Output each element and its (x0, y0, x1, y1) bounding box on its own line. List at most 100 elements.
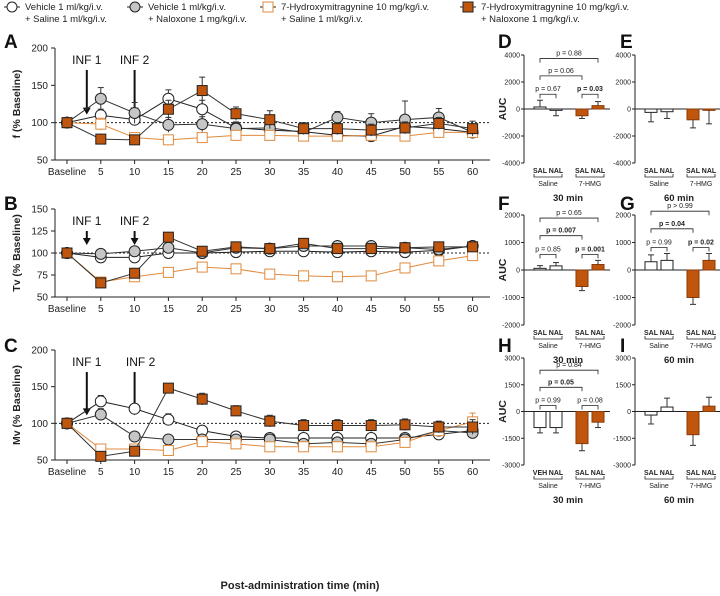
x-tick-label: 45 (366, 467, 378, 478)
series-3 (61, 382, 479, 462)
data-point (128, 106, 141, 119)
y-tick-label: 50 (37, 156, 49, 167)
y-tick-label: -2000 (502, 134, 520, 141)
data-point (95, 133, 107, 145)
x-tick-label: Baseline (48, 304, 87, 315)
data-point (94, 247, 107, 260)
data-point (162, 231, 174, 243)
group-bracket (533, 174, 563, 178)
significance-bracket (539, 235, 583, 240)
bar-label: NAL (660, 168, 675, 175)
x-tick-label: 25 (230, 167, 242, 178)
data-point (399, 122, 411, 134)
group-label: 7-HMG (690, 483, 713, 490)
y-tick-label: 125 (31, 227, 48, 238)
significance-label: p > 0.99 (667, 203, 693, 210)
significance-label: p = 0.99 (646, 240, 672, 247)
bar-label: SAL (686, 330, 701, 337)
x-tick-label: 55 (433, 304, 445, 315)
data-point (196, 261, 208, 273)
y-axis-label: AUC (497, 97, 509, 120)
group-bracket (533, 476, 563, 480)
significance-label: p = 0.65 (556, 210, 582, 217)
x-tick-label: Baseline (48, 167, 87, 178)
data-point (162, 444, 174, 456)
bar-label: NAL (591, 330, 606, 337)
group-bracket (575, 336, 605, 340)
series-3 (61, 231, 479, 289)
x-tick-label: 20 (197, 467, 209, 478)
infusion-arrow-icon (130, 238, 139, 245)
y-tick-label: -1000 (613, 295, 631, 302)
significance-bracket (539, 93, 557, 99)
y-tick-label: -2000 (613, 323, 631, 330)
x-tick-label: 40 (332, 167, 344, 178)
panel-letter: A (4, 32, 18, 53)
group-label: Saline (538, 343, 558, 350)
y-tick-label: 3000 (504, 356, 520, 363)
data-point (129, 267, 141, 279)
x-tick-label: 25 (230, 304, 242, 315)
data-point (433, 421, 445, 433)
bar-label: SAL (644, 330, 659, 337)
data-point (399, 419, 411, 431)
significance-bracket (692, 247, 710, 252)
y-axis-label: AUC (497, 400, 509, 423)
y-tick-label: 4000 (504, 53, 520, 60)
legend-item-hmg-saline: 7-Hydroxymitragynine 10 mg/kg/i.v. + Sal… (260, 1, 429, 25)
y-axis-label: AUC (497, 258, 509, 281)
data-point (433, 117, 445, 129)
data-point (196, 85, 208, 97)
y-tick-label: -4000 (502, 161, 520, 168)
bar (591, 411, 605, 423)
bar-label: SAL (533, 168, 548, 175)
data-point (331, 420, 343, 432)
y-tick-label: 4000 (615, 53, 631, 60)
significance-bracket (539, 369, 599, 375)
group-label: Saline (649, 181, 669, 188)
data-point (128, 430, 141, 443)
significance-bracket (650, 228, 694, 233)
y-tick-label: 50 (37, 293, 49, 304)
time-window-label: 30 min (553, 193, 583, 204)
bar (644, 411, 658, 416)
data-point (230, 129, 242, 141)
data-point (95, 450, 107, 462)
infusion-arrow-icon (82, 107, 91, 115)
y-tick-label: 0 (516, 268, 520, 275)
group-bracket (686, 336, 716, 340)
legend-item-vehicle-saline: Vehicle 1 ml/kg/i.v. + Saline 1 ml/kg/i.… (4, 1, 107, 25)
data-point (264, 441, 276, 453)
x-tick-label: 60 (467, 167, 479, 178)
panel-letter: G (620, 194, 635, 215)
data-point (230, 108, 242, 120)
y-tick-label: 0 (627, 409, 631, 416)
y-tick-label: 3000 (615, 356, 631, 363)
data-point (128, 402, 141, 415)
data-point (95, 118, 107, 130)
y-tick-label: 1000 (504, 240, 520, 247)
significance-bracket (650, 247, 668, 252)
series-2 (61, 247, 479, 288)
x-tick-label: 20 (197, 167, 209, 178)
data-point (365, 441, 377, 453)
x-tick-label: 50 (399, 167, 411, 178)
y-tick-label: 2000 (615, 80, 631, 87)
bar (660, 108, 674, 113)
legend-label: + Saline 1 ml/kg/i.v. (281, 14, 363, 25)
group-label: 7-HMG (690, 181, 713, 188)
y-tick-label: 150 (31, 382, 48, 393)
bar-label: SAL (686, 168, 701, 175)
data-point (264, 268, 276, 280)
data-point (196, 103, 209, 116)
data-point (128, 245, 141, 258)
bar (575, 269, 589, 287)
infusion-label: INF 1 (72, 214, 102, 228)
significance-label: p = 0.88 (556, 51, 582, 58)
bar-label: NAL (660, 470, 675, 477)
significance-label: p = 0.85 (535, 246, 561, 253)
panel-letter: F (498, 194, 510, 215)
